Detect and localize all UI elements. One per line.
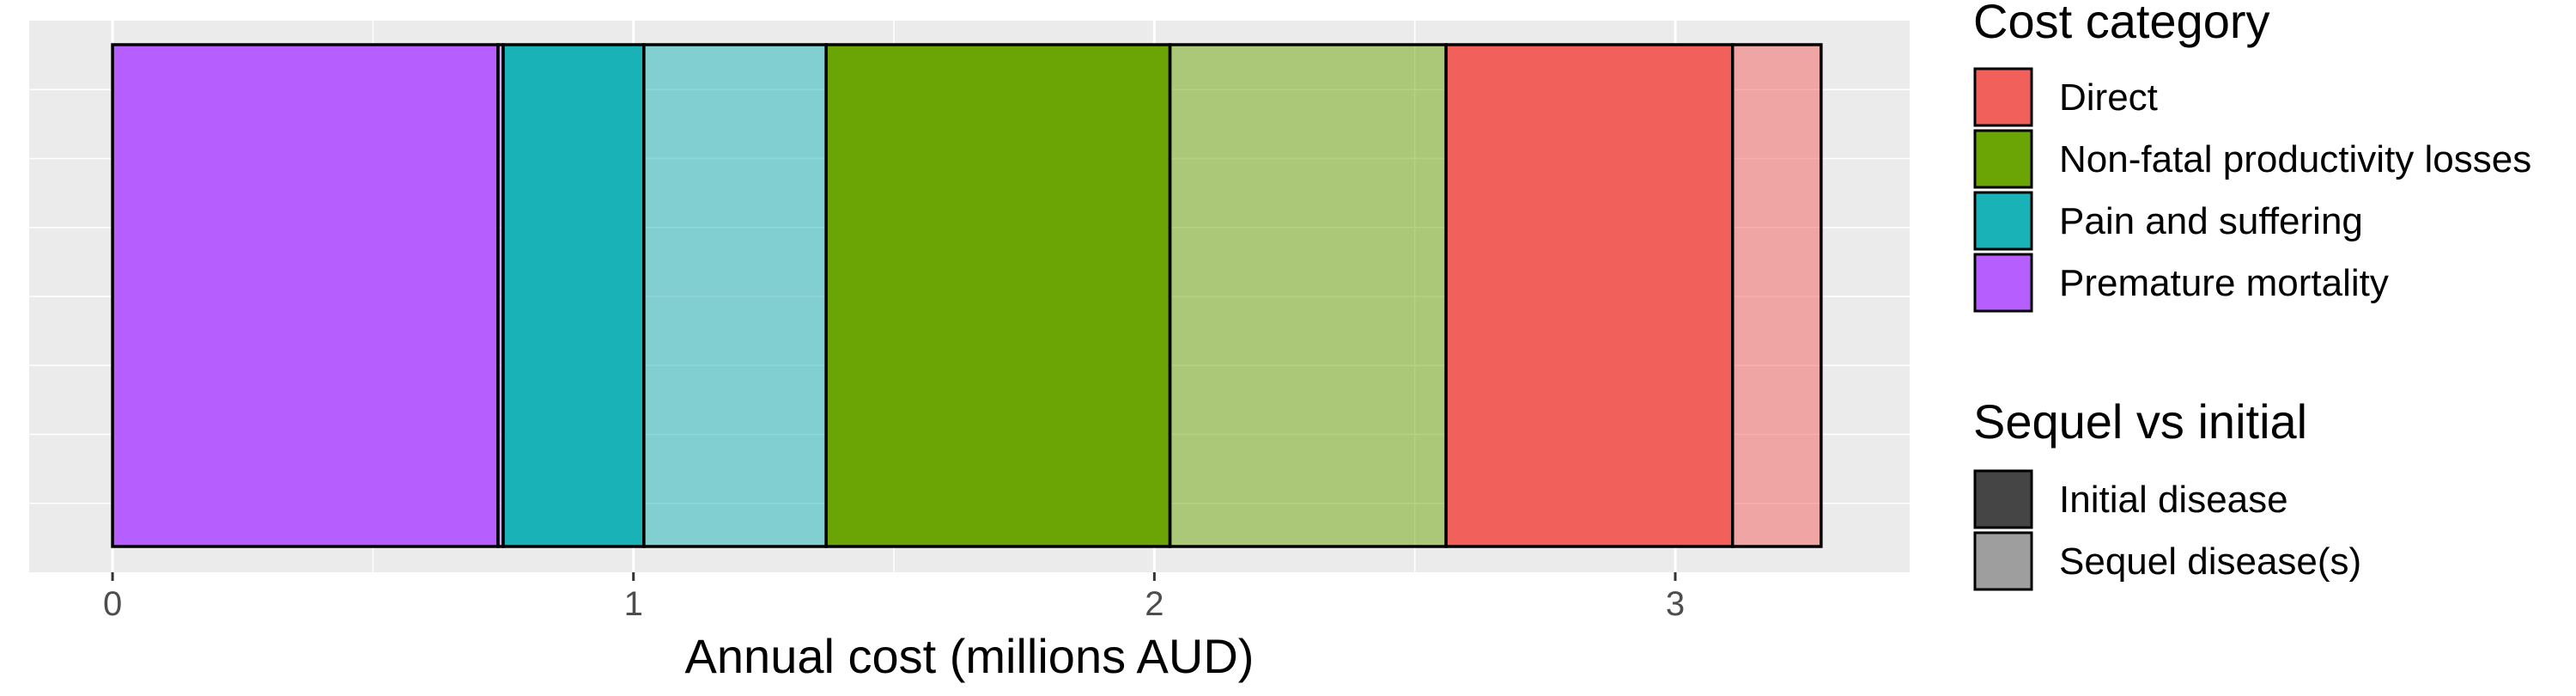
- legend-key-initial-disease: [1973, 469, 2033, 529]
- bar-segment-pain-and-suffering-initial: [501, 43, 646, 548]
- legend-cost-category: Cost category Direct Non-fatal productivi…: [1973, 0, 2531, 313]
- legend-key-pain-and-suffering: [1973, 191, 2033, 251]
- x-axis-title: Annual cost (millions AUD): [685, 629, 1255, 683]
- bar-stack: [111, 43, 1823, 548]
- bar-segment-non-fatal-productivity-losses-sequel: [1168, 43, 1448, 548]
- legend-sequel-vs-initial: Sequel vs initial Initial disease Sequel …: [1973, 394, 2361, 591]
- x-axis-ticks: [111, 572, 1677, 581]
- bar-segment-pain-and-suffering-sequel: [642, 43, 828, 548]
- legend-label-pain-and-suffering: Pain and suffering: [2059, 200, 2363, 242]
- x-tick-label: 3: [1666, 585, 1685, 623]
- legend-key-sequel-disease-s: [1973, 531, 2033, 591]
- bar-segment-direct-sequel: [1730, 43, 1823, 548]
- x-tick-label: 2: [1145, 585, 1163, 623]
- legend-label-initial-disease: Initial disease: [2059, 479, 2288, 521]
- legend-key-non-fatal-productivity-losses: [1973, 129, 2033, 189]
- legend-label-premature-mortality: Premature mortality: [2059, 262, 2389, 304]
- legend-key-premature-mortality: [1973, 253, 2033, 313]
- x-tick-label: 1: [624, 585, 643, 623]
- legend-sequel-vs-initial-title: Sequel vs initial: [1973, 394, 2307, 449]
- bar-segment-non-fatal-productivity-losses-initial: [824, 43, 1172, 548]
- bar-segment-direct-initial: [1444, 43, 1735, 548]
- legend-cost-category-title: Cost category: [1973, 0, 2270, 48]
- x-tick-label: 0: [103, 585, 122, 623]
- legend-label-sequel-disease-s: Sequel disease(s): [2059, 540, 2361, 583]
- legend-key-direct: [1973, 67, 2033, 127]
- legend-label-direct: Direct: [2059, 76, 2158, 119]
- legend-label-non-fatal-productivity-losses: Non-fatal productivity losses: [2059, 138, 2531, 180]
- x-axis-tick-labels: 0 1 2 3: [103, 585, 1685, 623]
- bar-segment-premature-mortality-initial: [111, 43, 500, 548]
